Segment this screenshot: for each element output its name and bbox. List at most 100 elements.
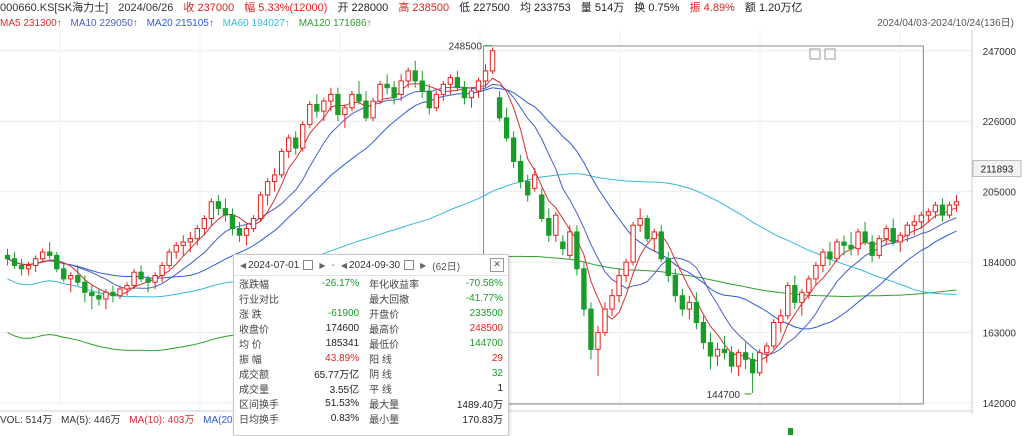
candle-body <box>307 103 313 126</box>
current-price-tag <box>972 160 1022 178</box>
candle-body <box>862 231 868 243</box>
candle-body <box>510 137 517 162</box>
stats-label: 成交量 <box>239 385 269 396</box>
candle-body <box>426 90 432 109</box>
max-annotation: 248500 <box>449 42 483 53</box>
candle-body <box>89 291 95 297</box>
candle-body <box>799 291 805 303</box>
stats-value: 174600 <box>325 323 360 334</box>
candle-body <box>412 70 418 82</box>
candle-body <box>314 103 320 112</box>
high-price: 高 238500 <box>398 2 450 14</box>
candle-body <box>384 83 390 89</box>
candle-body <box>602 308 608 334</box>
candle-body <box>546 218 552 236</box>
candle-body <box>525 181 531 196</box>
stats-row: 行业对比 最大回撤 -41.77% <box>234 291 508 306</box>
stats-value: 233500 <box>469 308 503 319</box>
stats-value <box>296 291 364 306</box>
amplitude: 振 4.89% <box>689 2 735 14</box>
calendar-icon[interactable] <box>303 260 314 270</box>
vol-ma20-label: MA(20): <box>203 415 239 426</box>
candle-body <box>644 218 650 240</box>
stats-value: -70.58% <box>465 278 503 289</box>
candle-body <box>756 352 763 374</box>
ma10-label: MA10 229050↑ <box>70 18 138 29</box>
ma20-label: MA20 215105↑ <box>146 18 214 29</box>
candle-body <box>728 352 735 367</box>
ma-legend: MA5 231300↑ MA10 229050↑ MA20 215105↑ MA… <box>0 17 378 31</box>
candle-body <box>54 254 60 270</box>
interval-stats-panel[interactable]: ◀ 2024-07-01 ▶ - ◀ 2024-09-30 ▶ (62日) ✕ … <box>233 254 509 436</box>
price-axis-label: 247000 <box>983 47 1017 58</box>
candle-body <box>61 268 67 280</box>
candle-body <box>250 218 257 230</box>
stats-label: 涨 跌 <box>239 310 262 321</box>
candle-body <box>517 160 524 183</box>
candle-body <box>932 204 939 213</box>
candle-body <box>658 231 664 260</box>
stats-row: 区间换手 51.53% 最大量 1489.40万 <box>234 396 508 411</box>
stats-value: 0.83% <box>330 413 360 424</box>
candle-body <box>742 352 749 360</box>
stats-value: 51.53% <box>325 398 360 409</box>
prev-end-arrow[interactable]: ◀ <box>340 260 347 270</box>
stats-value: 43.89% <box>325 353 360 364</box>
candle-body <box>166 251 172 266</box>
candle-body <box>539 194 545 220</box>
ma60-line <box>7 173 957 298</box>
current-price-label: 211893 <box>981 165 1014 176</box>
candle-body <box>834 241 840 260</box>
candle-body <box>721 348 728 354</box>
stats-value: 32 <box>491 368 503 379</box>
price-axis-label: 226000 <box>983 117 1017 128</box>
start-date[interactable]: 2024-07-01 <box>248 259 300 271</box>
candle-body <box>461 87 468 99</box>
candle-body <box>4 254 11 260</box>
volume: 量 514万 <box>580 2 625 14</box>
low-price: 低 227500 <box>459 2 510 14</box>
prev-start-arrow[interactable]: ◀ <box>240 260 247 270</box>
candle-body <box>764 345 770 354</box>
stats-label: 区间换手 <box>239 400 279 411</box>
close-icon[interactable]: ✕ <box>490 258 504 272</box>
stats-label: 行业对比 <box>239 295 279 306</box>
candle-body <box>271 174 278 183</box>
next-start-arrow[interactable]: ▶ <box>319 260 326 270</box>
price-axis-label: 205000 <box>983 188 1017 199</box>
candle-body <box>532 174 538 189</box>
candle-body <box>595 332 601 350</box>
stats-value: 1489.40万 <box>456 400 503 411</box>
stats-row: 均 价 185341 最低价 144700 <box>234 336 508 351</box>
stats-value: 3.55亿 <box>329 385 360 396</box>
candle-body <box>454 77 461 89</box>
end-date[interactable]: 2024-09-30 <box>348 259 401 271</box>
stats-label: 年化收益率 <box>369 280 420 291</box>
candle-body <box>47 251 53 256</box>
next-end-arrow[interactable]: ▶ <box>420 260 427 270</box>
maximize-icon <box>809 48 821 60</box>
stats-value: -41.77% <box>465 293 503 304</box>
calendar-icon[interactable] <box>404 260 415 270</box>
candle-body <box>897 234 903 243</box>
candle-body <box>152 275 158 283</box>
candle-body <box>377 83 383 102</box>
interval-selection-rect <box>483 45 924 405</box>
candle-body <box>243 228 250 236</box>
candle-body <box>707 342 714 357</box>
stats-label: 最大量 <box>369 400 400 411</box>
price-axis-label: 163000 <box>983 329 1017 340</box>
candle-body <box>25 264 32 270</box>
candle-body <box>939 204 946 216</box>
price-axis-label: 184000 <box>983 258 1017 269</box>
interval-stats-table: 涨跌幅 -26.17% 年化收益率 -70.58% 行业对比 最大回撤 -41.77% 涨 跌… <box>234 276 508 426</box>
date-separator: - <box>331 259 335 271</box>
candle-body <box>11 258 18 266</box>
stock-code[interactable]: 000660.KS[SK海力士] <box>0 2 109 14</box>
stats-label: 最小量 <box>369 415 400 426</box>
stats-label: 均 价 <box>239 340 262 351</box>
candle-body <box>159 264 165 277</box>
stats-row: 收盘价 174600 最高价 248500 <box>234 321 508 336</box>
candle-body <box>771 321 777 347</box>
